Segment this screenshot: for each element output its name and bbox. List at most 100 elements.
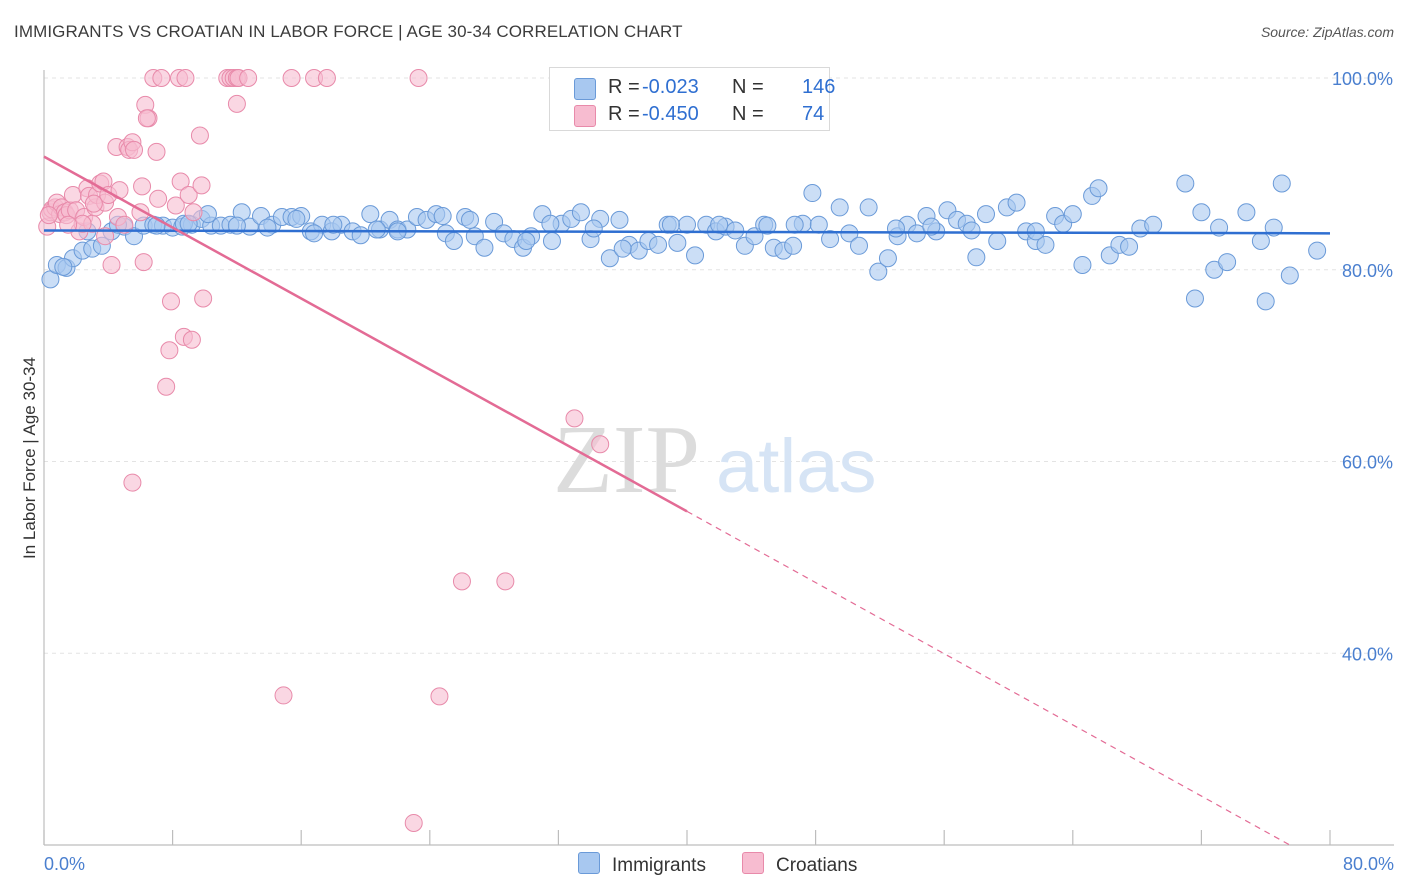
immigrants-point bbox=[324, 215, 343, 234]
croatians-point bbox=[84, 194, 103, 213]
immigrants-point bbox=[1144, 215, 1163, 234]
y-tick-label: 40.0% bbox=[1342, 644, 1393, 664]
legend-n-label: N = bbox=[732, 103, 764, 125]
legend-swatch-croatians bbox=[574, 105, 596, 127]
immigrants-point bbox=[541, 214, 560, 233]
croatians-point bbox=[149, 189, 168, 208]
croatians-point bbox=[39, 206, 58, 225]
croatians-point bbox=[176, 69, 195, 87]
immigrants-points bbox=[41, 174, 1327, 311]
immigrants-point bbox=[610, 210, 629, 229]
source-label: Source: ZipAtlas.com bbox=[1260, 24, 1394, 40]
legend-r-value: -0.450 bbox=[642, 103, 699, 125]
croatians-point bbox=[404, 813, 423, 832]
croatians-point bbox=[115, 215, 134, 234]
croatians-point bbox=[123, 473, 142, 492]
immigrants-point bbox=[444, 231, 463, 250]
immigrants-point bbox=[1185, 289, 1204, 308]
immigrants-point bbox=[758, 216, 777, 235]
croatians-point bbox=[194, 289, 213, 308]
immigrants-point bbox=[1256, 292, 1275, 311]
immigrants-point bbox=[571, 203, 590, 222]
legend-r-value: -0.023 bbox=[642, 76, 699, 98]
immigrants-point bbox=[869, 262, 888, 281]
immigrants-point bbox=[1280, 266, 1299, 285]
immigrants-point bbox=[878, 249, 897, 268]
immigrants-point bbox=[830, 198, 849, 217]
croatians-point bbox=[184, 203, 203, 222]
bottom-swatch-immigrants bbox=[578, 852, 600, 874]
legend-n-label: N = bbox=[732, 76, 764, 98]
axes bbox=[43, 70, 1394, 846]
immigrants-point bbox=[803, 184, 822, 203]
immigrants-point bbox=[1272, 174, 1291, 193]
immigrants-point bbox=[886, 219, 905, 238]
y-tick-labels: 40.0% 60.0% 80.0% 100.0% bbox=[1332, 69, 1393, 664]
croatians-point bbox=[166, 196, 185, 215]
croatians-point bbox=[409, 69, 428, 87]
immigrants-point bbox=[460, 210, 479, 229]
immigrants-point bbox=[1237, 203, 1256, 222]
immigrants-point bbox=[784, 236, 803, 255]
immigrants-point bbox=[785, 215, 804, 234]
immigrants-point bbox=[1176, 174, 1195, 193]
croatians-point bbox=[134, 253, 153, 272]
immigrants-point bbox=[1089, 179, 1108, 198]
croatians-point bbox=[591, 435, 610, 454]
legend-r-label: R = bbox=[608, 76, 640, 98]
croatians-point bbox=[192, 176, 211, 195]
immigrants-point bbox=[859, 198, 878, 217]
x-tick-label: 80.0% bbox=[1343, 854, 1394, 874]
croatians-point bbox=[160, 341, 179, 360]
immigrants-point bbox=[809, 215, 828, 234]
croatians-point bbox=[239, 69, 258, 87]
legend-r-label: R = bbox=[608, 103, 640, 125]
croatians-point bbox=[452, 572, 471, 591]
immigrants-point bbox=[1007, 193, 1026, 212]
immigrants-point bbox=[367, 220, 386, 239]
bottom-swatch-croatians bbox=[742, 852, 764, 874]
immigrants-point bbox=[1073, 255, 1092, 274]
croatians-point bbox=[282, 69, 301, 87]
immigrants-point bbox=[433, 207, 452, 226]
croatians-point bbox=[274, 686, 293, 705]
immigrants-point bbox=[613, 239, 632, 258]
immigrants-trend-line bbox=[43, 229, 1331, 235]
y-tick-label: 100.0% bbox=[1332, 69, 1393, 89]
immigrants-point bbox=[517, 231, 536, 250]
immigrants-point bbox=[351, 226, 370, 245]
croatians-point bbox=[59, 215, 78, 234]
croatians-point bbox=[161, 292, 180, 311]
immigrants-point bbox=[542, 231, 561, 250]
croatians-point bbox=[190, 126, 209, 145]
gridlines bbox=[44, 77, 1394, 654]
legend-swatch-immigrants bbox=[574, 78, 596, 100]
immigrants-point bbox=[661, 215, 680, 234]
immigrants-point bbox=[850, 236, 869, 255]
croatians-point bbox=[179, 185, 198, 204]
immigrants-point bbox=[668, 233, 687, 252]
croatians-point bbox=[317, 69, 336, 87]
x-tick-label: 0.0% bbox=[44, 854, 85, 874]
legend-n-value: 74 bbox=[802, 103, 825, 125]
croatians-trend-line-extrapolated bbox=[686, 510, 1291, 846]
croatians-trend-line bbox=[43, 155, 688, 513]
croatians-point bbox=[102, 255, 121, 274]
y-tick-label: 60.0% bbox=[1342, 453, 1393, 473]
croatians-point bbox=[496, 572, 515, 591]
watermark-atlas: atlas bbox=[716, 424, 877, 509]
immigrants-point bbox=[475, 238, 494, 257]
croatians-point bbox=[171, 172, 190, 191]
croatians-point bbox=[125, 140, 144, 159]
watermark: ZIP atlas bbox=[553, 406, 877, 514]
immigrants-point bbox=[1218, 253, 1237, 272]
x-tick-labels: 0.0% 80.0% bbox=[44, 854, 1394, 874]
croatians-point bbox=[157, 377, 176, 396]
immigrants-point bbox=[726, 221, 745, 240]
immigrants-point bbox=[1264, 218, 1283, 237]
legend-n-value: 146 bbox=[802, 76, 836, 98]
immigrants-point bbox=[821, 230, 840, 249]
immigrants-point bbox=[976, 205, 995, 224]
bottom-legend-immigrants: Immigrants bbox=[578, 852, 706, 877]
